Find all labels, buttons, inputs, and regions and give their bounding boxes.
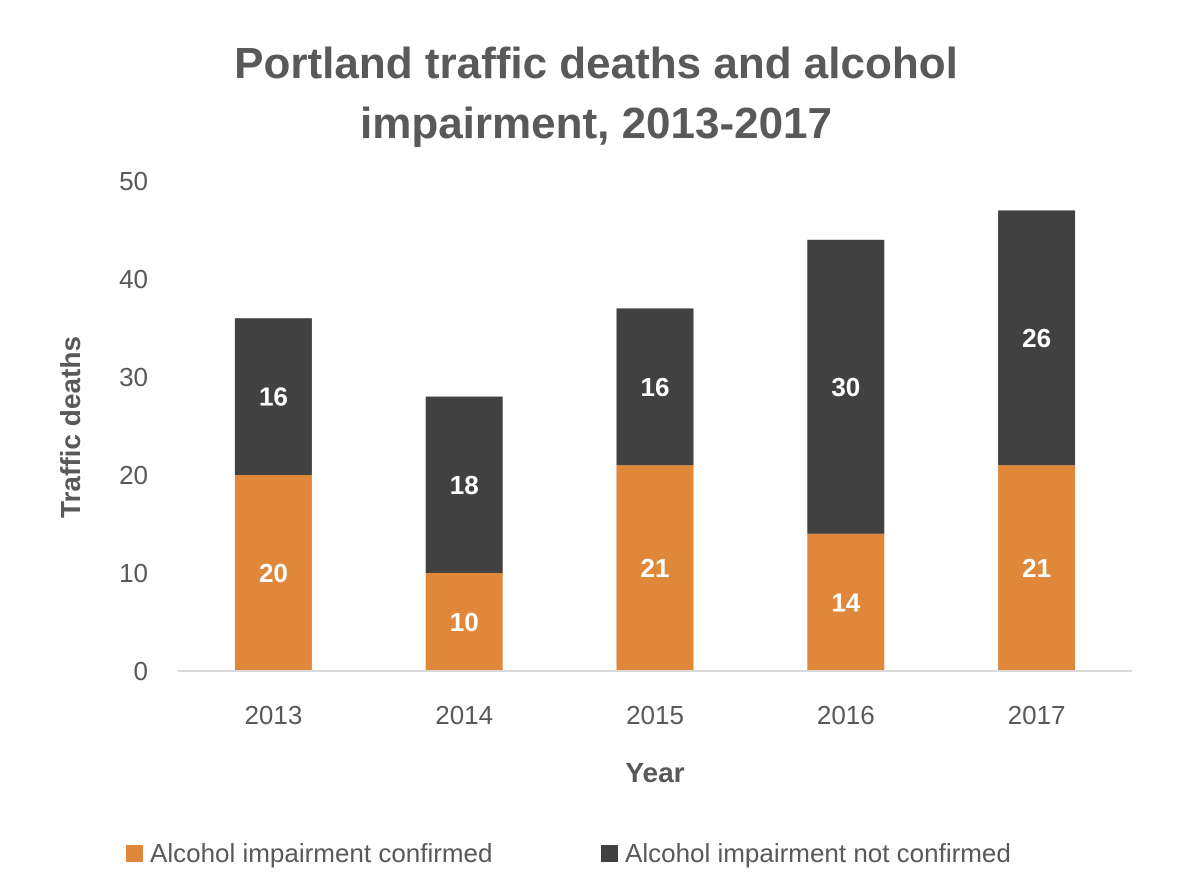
bar-data-label: 26 [1022, 323, 1051, 353]
y-tick-label: 0 [134, 656, 148, 686]
bar-data-label: 20 [259, 558, 288, 588]
bar-segment-not-confirmed [807, 239, 885, 534]
legend-label: Alcohol impairment not confirmed [625, 838, 1011, 868]
x-tick-label: 2015 [626, 700, 684, 730]
bar-data-label: 30 [831, 372, 860, 402]
legend-swatch [601, 845, 618, 862]
y-tick-label: 30 [119, 362, 148, 392]
bar-data-label: 21 [641, 553, 670, 583]
y-tick-label: 10 [119, 558, 148, 588]
bar-data-label: 21 [1022, 553, 1051, 583]
legend-label: Alcohol impairment confirmed [150, 838, 492, 868]
bar-data-label: 16 [259, 382, 288, 412]
x-tick-label: 2013 [244, 700, 302, 730]
x-axis-ticks: 2013 2014 2015 2016 2017 [244, 700, 1065, 730]
bar-segment-not-confirmed [616, 308, 694, 466]
y-tick-label: 20 [119, 460, 148, 490]
chart-title-line-1: Portland traffic deaths and alcohol [234, 39, 958, 88]
bar-segment-confirmed [998, 465, 1076, 671]
bar-segment-confirmed [234, 475, 312, 671]
x-tick-label: 2016 [817, 700, 875, 730]
legend: Alcohol impairment confirmed Alcohol impa… [126, 838, 1011, 868]
bar-segment-confirmed [425, 573, 503, 671]
bars: 20 16 10 18 21 16 14 30 21 26 [234, 210, 1076, 671]
x-tick-label: 2014 [435, 700, 493, 730]
x-axis-title: Year [625, 757, 684, 788]
chart-title-line-2: impairment, 2013-2017 [360, 99, 832, 148]
bar-data-label: 16 [641, 372, 670, 402]
bar-data-label: 18 [450, 470, 479, 500]
bar-segment-not-confirmed [234, 318, 312, 475]
bar-segment-not-confirmed [998, 210, 1076, 466]
bar-segment-confirmed [807, 533, 885, 671]
y-tick-label: 40 [119, 264, 148, 294]
bar-segment-confirmed [616, 465, 694, 671]
y-axis-ticks: 0 10 20 30 40 50 [119, 166, 148, 686]
bar-data-label: 10 [450, 607, 479, 637]
bar-data-label: 14 [831, 587, 860, 617]
x-tick-label: 2017 [1008, 700, 1066, 730]
y-tick-label: 50 [119, 166, 148, 196]
bar-segment-not-confirmed [425, 396, 503, 573]
legend-swatch [126, 845, 143, 862]
y-axis-title: Traffic deaths [55, 336, 86, 518]
chart-title: Portland traffic deaths and alcohol impa… [234, 39, 958, 148]
